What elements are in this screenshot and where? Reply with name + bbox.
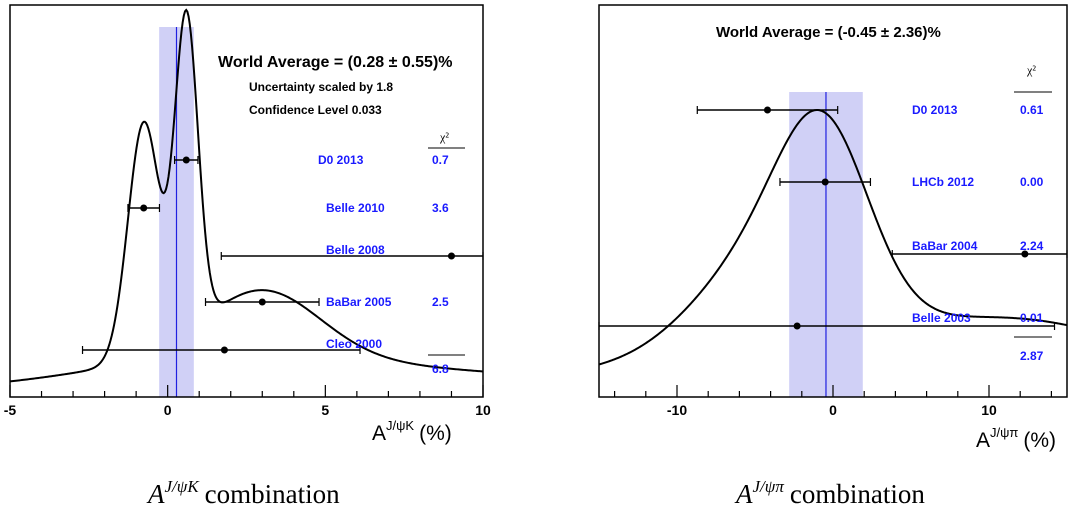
right-caption-sup: J/ψπ <box>753 477 785 496</box>
right-caption-base: A <box>734 479 753 509</box>
right-x-axis-label-unit: (%) <box>1023 429 1056 452</box>
left-data-point <box>258 298 266 306</box>
left-measurement-names: D0 2013 Belle 2010 Belle 2008 BaBar 2005 Cle… <box>318 153 392 351</box>
right-caption-text: combination <box>790 479 925 509</box>
left-measurement-name: Belle 2010 <box>326 201 385 215</box>
right-measurement-name: BaBar 2004 <box>912 239 978 253</box>
left-caption-text: combination <box>205 479 340 509</box>
right-tick-label: 10 <box>981 402 997 418</box>
left-plot-frame <box>9 4 484 398</box>
left-chi2-value: 2.5 <box>432 295 449 309</box>
right-chi2-value: 0.01 <box>1020 311 1044 325</box>
left-chart-panel: -5 0 5 10 World Average = (0.28 ± 0.55)% Un… <box>4 4 491 509</box>
right-ideogram-path <box>598 108 1068 366</box>
left-chart-title: World Average = (0.28 ± 0.55)% <box>218 54 453 71</box>
left-caption: AJ/ψK combination <box>146 477 340 509</box>
right-measurement-name: D0 2013 <box>912 103 958 117</box>
left-measurements <box>81 156 484 354</box>
right-measurement-name: Belle 2003 <box>912 311 971 325</box>
left-ideogram-path <box>9 8 484 383</box>
left-x-ticks: -5 0 5 10 <box>4 385 491 418</box>
right-average-band <box>789 92 863 397</box>
right-data-point <box>763 106 771 114</box>
right-data-point <box>1021 250 1029 258</box>
left-data-point <box>220 346 228 354</box>
right-x-axis-label-base: A <box>976 429 990 452</box>
left-ideogram-curve <box>9 8 484 383</box>
right-tick-label: 0 <box>829 402 837 418</box>
right-chi2-total: 2.87 <box>1020 349 1044 363</box>
left-data-point <box>447 252 455 260</box>
right-chi2-value: 0.61 <box>1020 103 1044 117</box>
left-tick-label: 0 <box>164 402 172 418</box>
left-chi2-value: 0.7 <box>432 153 449 167</box>
right-chi2-header: χ² <box>1026 63 1036 77</box>
right-x-ticks: -10 0 10 <box>613 385 1053 418</box>
right-chi2-value: 2.24 <box>1020 239 1044 253</box>
right-measurement-name: LHCb 2012 <box>912 175 974 189</box>
right-x-axis-label-sup: J/ψπ <box>990 425 1018 440</box>
left-x-axis-label-base: A <box>372 422 386 445</box>
left-data-point <box>182 156 190 164</box>
left-tick-label: 5 <box>321 402 329 418</box>
right-chi2-values: 0.61 0.00 2.24 0.01 <box>1020 103 1044 325</box>
left-x-axis-label: AJ/ψK (%) <box>372 418 452 445</box>
right-chart-title: World Average = (-0.45 ± 2.36)% <box>716 24 941 41</box>
right-tick-label: -10 <box>667 402 687 418</box>
right-data-point <box>793 322 801 330</box>
left-x-axis-label-sup: J/ψK <box>386 418 414 433</box>
left-measurement-name: BaBar 2005 <box>326 295 392 309</box>
right-x-axis-label: AJ/ψπ (%) <box>976 425 1056 452</box>
left-chi2-header: χ² <box>439 130 449 144</box>
left-measurement-name: Belle 2008 <box>326 243 385 257</box>
left-caption-sup: J/ψK <box>165 477 201 496</box>
right-ideogram-curve <box>598 108 1068 366</box>
left-measurement-name: D0 2013 <box>318 153 364 167</box>
left-chi2-value: 3.6 <box>432 201 449 215</box>
left-x-axis-label-unit: (%) <box>419 422 452 445</box>
left-note-uncertainty: Uncertainty scaled by 1.8 <box>249 80 393 94</box>
left-chi2-values: 0.7 3.6 2.5 <box>432 153 449 309</box>
right-caption: AJ/ψπ combination <box>734 477 925 509</box>
left-tick-label: -5 <box>4 402 17 418</box>
left-measurement-name: Cleo 2000 <box>326 337 382 351</box>
left-chi2-total: 6.8 <box>432 362 449 376</box>
right-measurement-names: D0 2013 LHCb 2012 BaBar 2004 Belle 2003 <box>912 103 978 325</box>
left-note-confidence: Confidence Level 0.033 <box>249 103 382 117</box>
right-chart-panel: -10 0 10 World Average = (-0.45 ± 2.36)% χ… <box>598 4 1068 509</box>
right-chi2-value: 0.00 <box>1020 175 1044 189</box>
left-data-point <box>140 204 148 212</box>
left-tick-label: 10 <box>475 402 491 418</box>
right-data-point <box>821 178 829 186</box>
left-caption-base: A <box>146 479 165 509</box>
